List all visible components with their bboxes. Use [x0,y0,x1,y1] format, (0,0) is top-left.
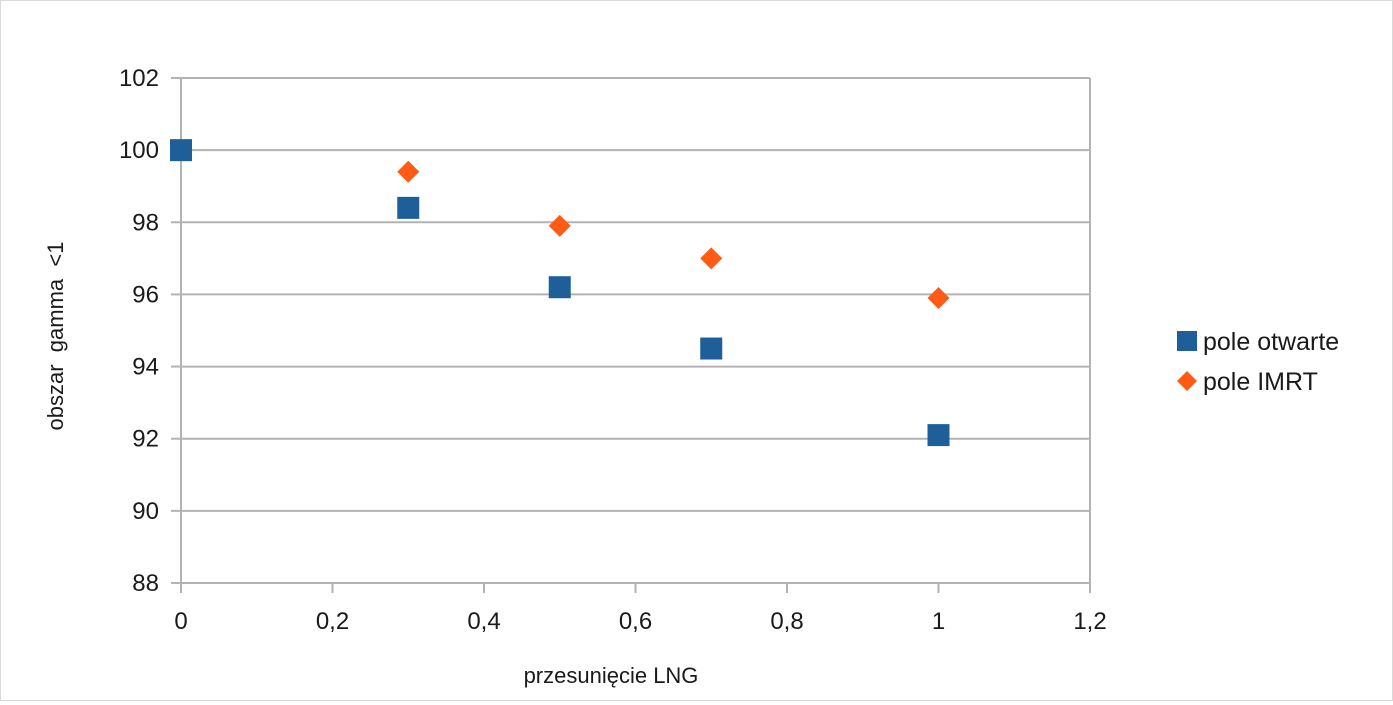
axes [171,77,1091,593]
y-tick-label: 102 [119,65,159,92]
legend-label-pole-imrt: pole IMRT [1203,368,1318,396]
y-tick-label: 90 [132,498,159,525]
legend: pole otwarte pole IMRT [1177,328,1339,396]
point-pole-imrt [700,247,723,270]
point-pole-imrt [548,214,571,237]
y-tick-label: 88 [132,570,159,597]
x-tick-label: 1,2 [1073,608,1106,635]
y-axis-title: obszar gamma <1 [43,242,68,431]
x-tick-labels: 0 0,2 0,4 0,6 0,8 1 1,2 [174,608,1106,635]
y-tick-label: 96 [132,281,159,308]
x-tick-label: 0,4 [467,608,500,635]
data-series [170,139,950,447]
legend-marker-pole-otwarte [1177,331,1197,351]
point-pole-otwarte [927,424,950,447]
legend-marker-pole-imrt [1177,371,1197,391]
point-pole-otwarte [700,337,723,360]
x-tick-label: 1 [932,608,945,635]
point-pole-otwarte [170,139,192,162]
x-tick-label: 0,6 [619,608,652,635]
y-tick-label: 98 [132,209,159,236]
y-tick-label: 92 [132,426,159,453]
x-tick-label: 0 [174,608,187,635]
y-tick-label: 94 [132,354,159,381]
point-pole-imrt [397,160,420,183]
x-axis-title: przesunięcie LNG [524,663,699,688]
point-pole-otwarte [397,196,420,219]
x-tick-label: 0,2 [316,608,349,635]
legend-label-pole-otwarte: pole otwarte [1203,328,1339,356]
point-pole-otwarte [548,276,571,299]
grid-lines [181,77,1090,584]
x-tick-label: 0,8 [770,608,803,635]
y-tick-label: 100 [119,137,159,164]
point-pole-imrt [927,287,950,310]
y-tick-labels: 88 90 92 94 96 98 100 102 [119,65,159,597]
